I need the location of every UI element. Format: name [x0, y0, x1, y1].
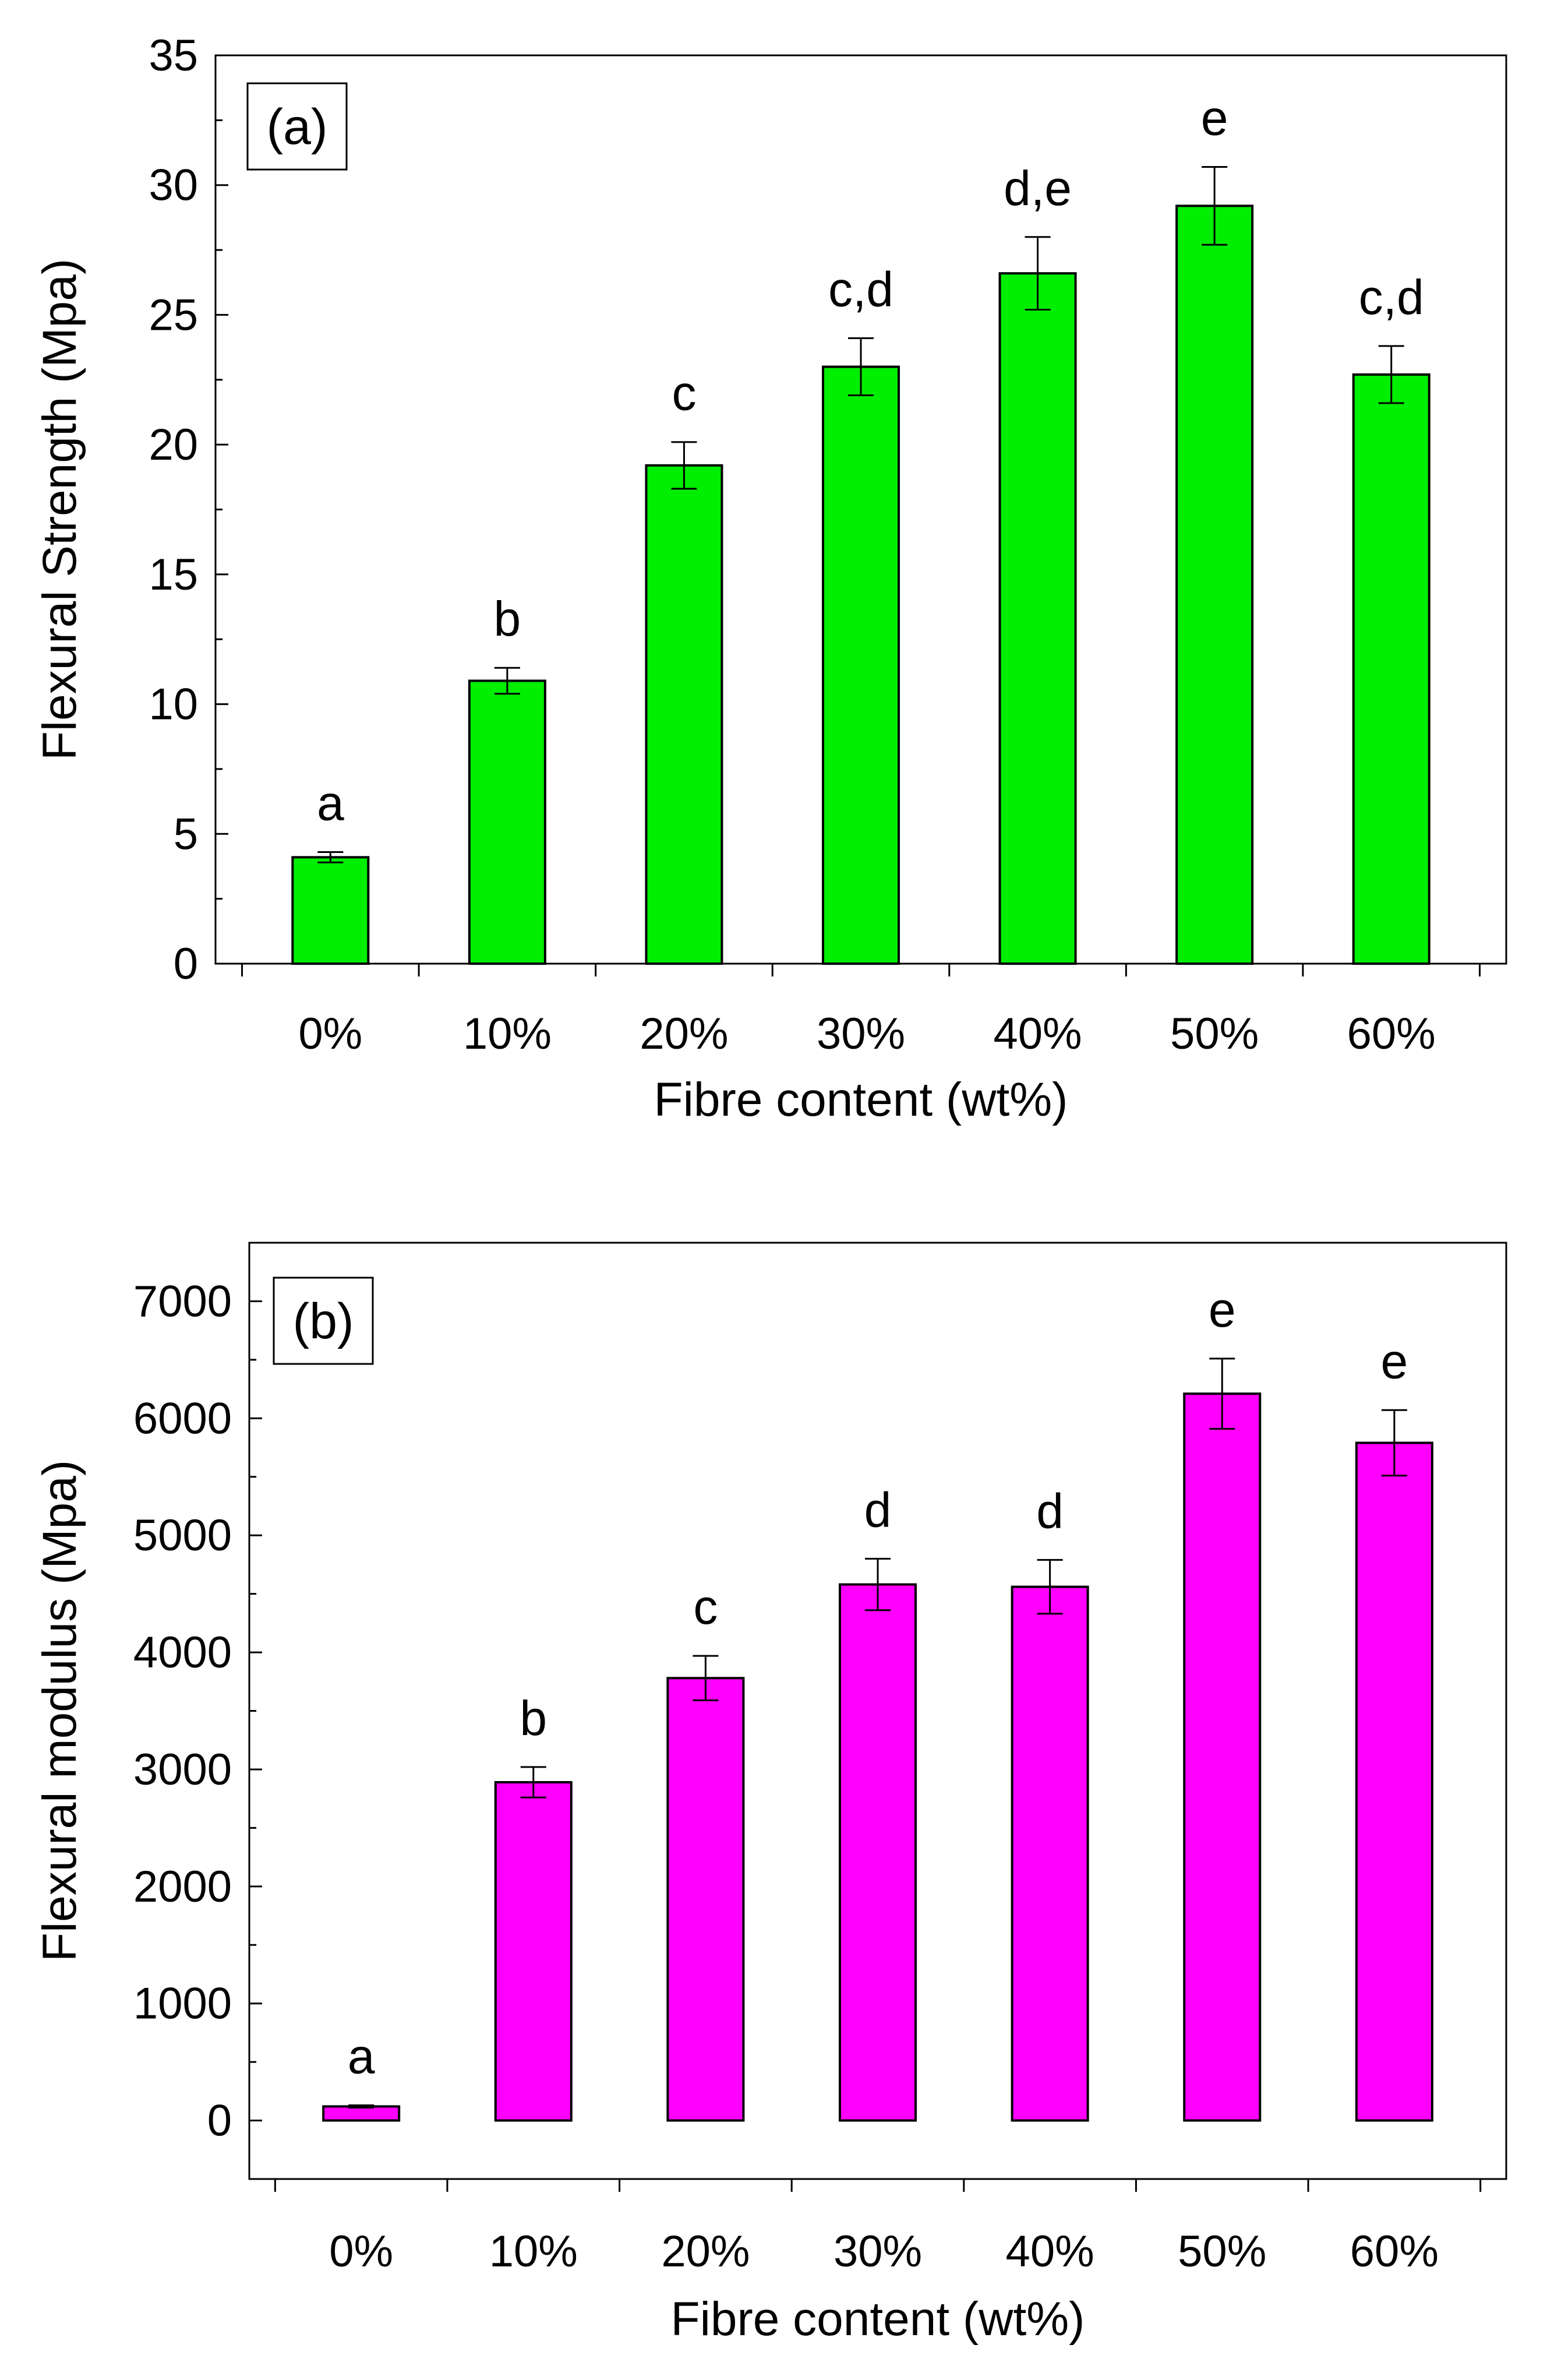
panel-label-box — [246, 82, 348, 171]
bar — [822, 365, 900, 965]
bar — [468, 679, 546, 965]
y-tick-label: 4000 — [133, 1628, 232, 1677]
x-axis-title: Fibre content (wt%) — [671, 2293, 1085, 2346]
panel-label: (a) — [266, 99, 327, 155]
x-tick-label: 40% — [993, 1009, 1082, 1059]
y-tick-label: 5000 — [133, 1511, 232, 1560]
significance-label: d — [864, 1482, 892, 1537]
y-axis-title: Flexural modulus (Mpa) — [33, 1460, 86, 1962]
bar — [666, 1677, 745, 2122]
significance-label: c,d — [1359, 270, 1424, 325]
x-tick-label: 60% — [1347, 1009, 1436, 1059]
y-tick-label: 7000 — [133, 1277, 232, 1326]
x-tick-label: 10% — [463, 1009, 552, 1059]
significance-label: a — [317, 775, 344, 830]
significance-label: e — [1380, 1334, 1408, 1388]
significance-label: c — [693, 1579, 718, 1634]
y-tick-label: 5 — [174, 809, 198, 859]
y-tick-label: 10 — [149, 680, 198, 729]
y-tick-label: 3000 — [133, 1745, 232, 1794]
bar — [1183, 1392, 1262, 2122]
x-tick-label: 40% — [1006, 2227, 1094, 2276]
x-tick-label: 50% — [1170, 1009, 1259, 1059]
y-tick-label: 2000 — [133, 1862, 232, 1912]
bar — [1011, 1585, 1089, 2122]
bar — [839, 1583, 917, 2122]
y-axis-title: Flexural Strength (Mpa) — [33, 259, 86, 760]
y-tick-label: 20 — [149, 420, 198, 470]
significance-label: c — [672, 366, 696, 421]
bar — [1355, 1441, 1433, 2122]
panel-a-chart: 0 5 10 15 20 25 30 35 0% 10% 20% 30% 40% 50% 60% a b c c,d… — [33, 31, 1507, 1126]
bar — [1175, 204, 1254, 965]
x-tick-label: 60% — [1350, 2227, 1439, 2276]
y-tick-label: 0 — [207, 2096, 232, 2146]
x-tick-label: 0% — [298, 1009, 362, 1059]
panel-b-chart: 0 1000 2000 3000 4000 5000 6000 7000 0% 10% 20% 30%… — [33, 1242, 1507, 2346]
x-tick-label: 10% — [489, 2227, 578, 2276]
y-tick-label: 25 — [149, 290, 198, 340]
significance-label: a — [348, 2029, 375, 2083]
bar — [645, 464, 723, 965]
x-axis-title: Fibre content (wt%) — [654, 1073, 1068, 1126]
bar — [998, 272, 1077, 965]
bar — [1352, 373, 1431, 965]
bar — [291, 856, 370, 965]
significance-label: c,d — [828, 262, 893, 317]
x-tick-label: 30% — [833, 2227, 922, 2276]
y-tick-label: 30 — [149, 161, 198, 210]
significance-label: b — [494, 591, 521, 646]
significance-label: d,e — [1004, 161, 1072, 216]
bar — [494, 1781, 573, 2122]
significance-label: e — [1201, 91, 1228, 146]
panel-label-box — [273, 1277, 374, 1365]
x-tick-label: 30% — [817, 1009, 905, 1059]
significance-label: d — [1036, 1483, 1064, 1538]
y-tick-label: 6000 — [133, 1394, 232, 1443]
significance-label: e — [1209, 1282, 1236, 1337]
y-tick-label: 1000 — [133, 1979, 232, 2029]
bar — [322, 2105, 401, 2122]
x-tick-label: 20% — [640, 1009, 728, 1059]
x-tick-label: 0% — [329, 2227, 393, 2276]
panel-label: (b) — [292, 1293, 354, 1349]
y-tick-label: 15 — [149, 550, 198, 600]
y-tick-label: 0 — [174, 939, 198, 989]
x-tick-label: 20% — [661, 2227, 750, 2276]
significance-label: b — [520, 1691, 547, 1746]
y-tick-label: 35 — [149, 31, 198, 80]
x-tick-label: 50% — [1178, 2227, 1266, 2276]
